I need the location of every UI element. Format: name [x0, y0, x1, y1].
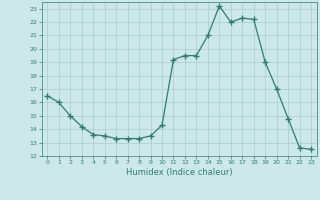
X-axis label: Humidex (Indice chaleur): Humidex (Indice chaleur) — [126, 168, 233, 177]
